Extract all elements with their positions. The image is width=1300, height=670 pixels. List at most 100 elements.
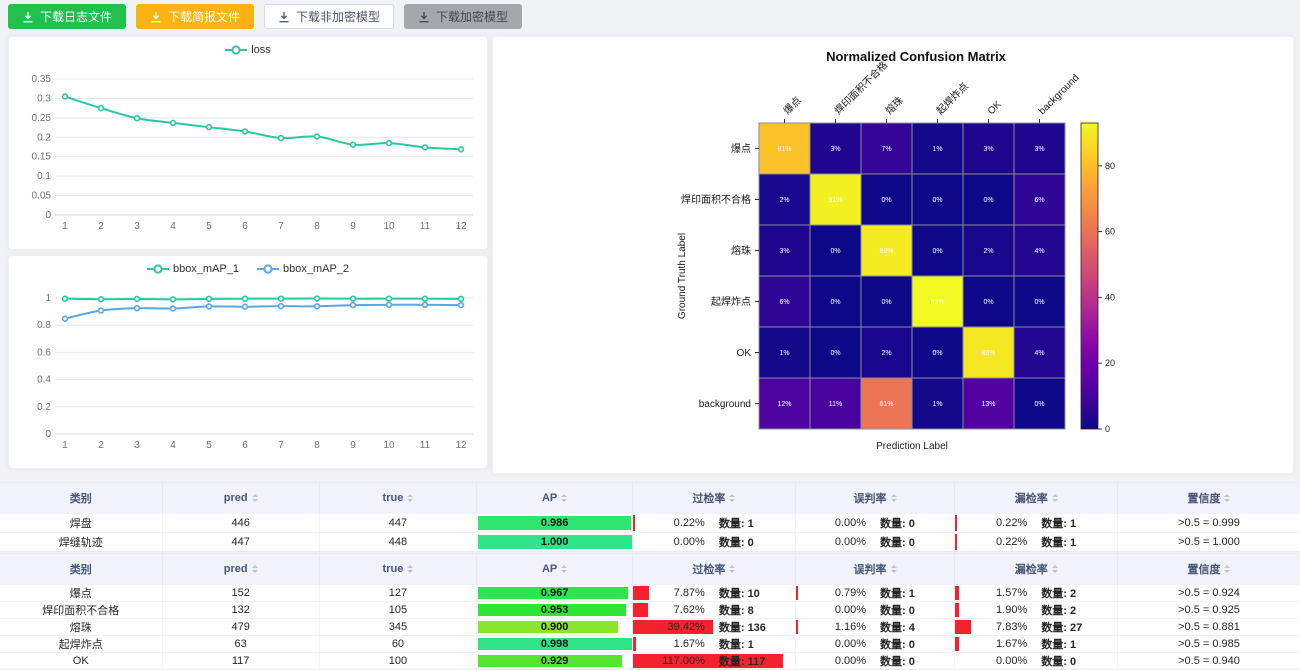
rate-count: 数量: 0: [880, 639, 915, 651]
category-cell: 起焊炸点: [0, 636, 163, 652]
rate-count: 数量: 0: [880, 518, 915, 530]
rate-count: 数量: 1: [1041, 518, 1077, 530]
column-header-漏检率[interactable]: 漏检率: [955, 483, 1118, 513]
legend-item-loss[interactable]: loss: [225, 44, 271, 56]
sort-caret-icon[interactable]: [1051, 494, 1058, 502]
svg-text:0.1: 0.1: [37, 171, 51, 182]
sort-caret-icon[interactable]: [890, 494, 897, 502]
column-header-过检率[interactable]: 过检率: [633, 483, 796, 513]
sort-caret-icon[interactable]: [1224, 565, 1231, 573]
svg-text:6: 6: [242, 440, 248, 451]
ap-cell: 0.967: [477, 585, 634, 601]
rate-percent: 1.57%: [996, 587, 1028, 599]
sort-caret-icon[interactable]: [251, 494, 258, 502]
svg-text:90%: 90%: [879, 248, 893, 255]
table-row: 爆点 152 127 0.967 7.87% 数量: 10 0.79% 数量: 1 1.57% 数…: [0, 584, 1300, 601]
svg-text:1%: 1%: [779, 350, 789, 357]
rate-count: 数量: 0: [718, 537, 754, 549]
column-header-误判率[interactable]: 误判率: [796, 483, 956, 513]
svg-text:0.25: 0.25: [32, 113, 52, 124]
svg-text:爆点: 爆点: [731, 143, 751, 155]
column-header-置信度[interactable]: 置信度: [1118, 483, 1300, 513]
rate-bar: [955, 620, 972, 634]
svg-text:0: 0: [1105, 424, 1110, 434]
ap-cell: 0.986: [477, 514, 634, 532]
pred-cell: 132: [163, 602, 320, 618]
ap-value: 0.929: [540, 655, 569, 667]
sort-caret-icon[interactable]: [890, 565, 897, 573]
rate-percent: 7.87%: [673, 587, 705, 599]
svg-text:爆点: 爆点: [781, 94, 804, 117]
sort-caret-icon[interactable]: [407, 494, 414, 502]
rate-percent: 0.79%: [834, 587, 867, 599]
svg-text:0%: 0%: [830, 248, 840, 255]
column-header-pred[interactable]: pred: [163, 483, 320, 513]
true-cell: 447: [320, 514, 478, 532]
loss-line-chart: 00.050.10.150.20.250.30.351 2 3 4 5 6 7 8 9 10 11 1…: [32, 74, 473, 232]
rate-count: 数量: 1: [1041, 639, 1077, 651]
sort-caret-icon[interactable]: [1224, 494, 1231, 502]
svg-text:2%: 2%: [881, 350, 891, 357]
column-label: 类别: [69, 564, 92, 576]
miss-rate-cell: 0.22% 数量: 1: [955, 533, 1118, 551]
svg-text:0%: 0%: [1034, 401, 1044, 408]
column-header-true[interactable]: true: [320, 483, 478, 513]
sort-caret-icon[interactable]: [729, 565, 736, 573]
column-header-AP[interactable]: AP: [477, 554, 634, 584]
svg-text:11%: 11%: [829, 401, 843, 408]
column-header-true[interactable]: true: [320, 554, 478, 584]
rate-percent: 0.00%: [834, 517, 867, 529]
rate-count: 数量: 1: [718, 639, 754, 651]
download-log-button[interactable]: 下载日志文件: [8, 4, 127, 29]
true-cell: 105: [320, 602, 478, 618]
table-header-row: 类别 pred true AP 过检率 误判率 漏检率 置信度: [0, 483, 1300, 513]
svg-text:93%: 93%: [930, 299, 944, 306]
column-header-过检率[interactable]: 过检率: [633, 554, 796, 584]
sort-caret-icon[interactable]: [251, 565, 258, 573]
sort-caret-icon[interactable]: [1051, 565, 1058, 573]
legend-label: loss: [251, 44, 271, 56]
sort-caret-icon[interactable]: [407, 565, 414, 573]
download-icon: [419, 11, 429, 22]
svg-text:6%: 6%: [1034, 197, 1044, 204]
table-row: 起焊炸点 63 60 0.998 1.67% 数量: 1 0.00% 数量: 0 1.67% 数量…: [0, 635, 1300, 652]
svg-text:0%: 0%: [830, 350, 840, 357]
column-header-AP[interactable]: AP: [477, 483, 634, 513]
download-encrypted-model-button[interactable]: 下载加密模型: [404, 4, 523, 29]
sort-caret-icon[interactable]: [561, 494, 568, 502]
button-label: 下载非加密模型: [296, 10, 381, 24]
rate-bar: [633, 620, 713, 634]
svg-text:OK: OK: [986, 99, 1004, 117]
legend-item-bbox_mAP_1[interactable]: bbox_mAP_1: [146, 263, 239, 275]
svg-text:3%: 3%: [983, 146, 993, 153]
ap-cell: 0.929: [477, 653, 634, 669]
rate-count: 数量: 0: [1041, 656, 1077, 668]
confidence-cell: >0.5 = 0.925: [1178, 604, 1240, 616]
column-header-漏检率[interactable]: 漏检率: [955, 554, 1118, 584]
true-cell: 345: [320, 619, 478, 635]
column-header-置信度[interactable]: 置信度: [1118, 554, 1300, 584]
svg-text:81%: 81%: [777, 146, 791, 153]
table-row: 焊印面积不合格 132 105 0.953 7.62% 数量: 8 0.00% 数量: 0 1.…: [0, 601, 1300, 618]
svg-text:1: 1: [45, 293, 51, 304]
sort-caret-icon[interactable]: [561, 565, 568, 573]
legend-item-bbox_mAP_2[interactable]: bbox_mAP_2: [257, 263, 349, 275]
rate-bar: [633, 515, 636, 531]
column-label: 过检率: [692, 493, 726, 505]
table-row: 焊缝轨迹 447 448 1.000 0.00% 数量: 0 0.00% 数量: 0 0.22%…: [0, 532, 1300, 551]
svg-text:background: background: [1037, 72, 1082, 117]
map-chart-legend: bbox_mAP_1 bbox_mAP_2: [9, 263, 487, 275]
sort-caret-icon[interactable]: [729, 494, 736, 502]
column-header-pred[interactable]: pred: [163, 554, 320, 584]
svg-text:焊印面积不合格: 焊印面积不合格: [681, 193, 751, 206]
download-brief-button[interactable]: 下载简报文件: [136, 4, 255, 29]
pred-cell: 446: [163, 514, 320, 532]
column-label: true: [382, 492, 404, 504]
legend-marker-icon: [146, 264, 169, 274]
over-detect-rate-cell: 7.87% 数量: 10: [633, 585, 796, 601]
column-header-误判率[interactable]: 误判率: [796, 554, 956, 584]
over-detect-rate-cell: 0.22% 数量: 1: [633, 514, 796, 532]
download-plain-model-button[interactable]: 下载非加密模型: [264, 4, 395, 29]
rate-bar: [955, 515, 958, 531]
download-icon: [279, 11, 289, 22]
